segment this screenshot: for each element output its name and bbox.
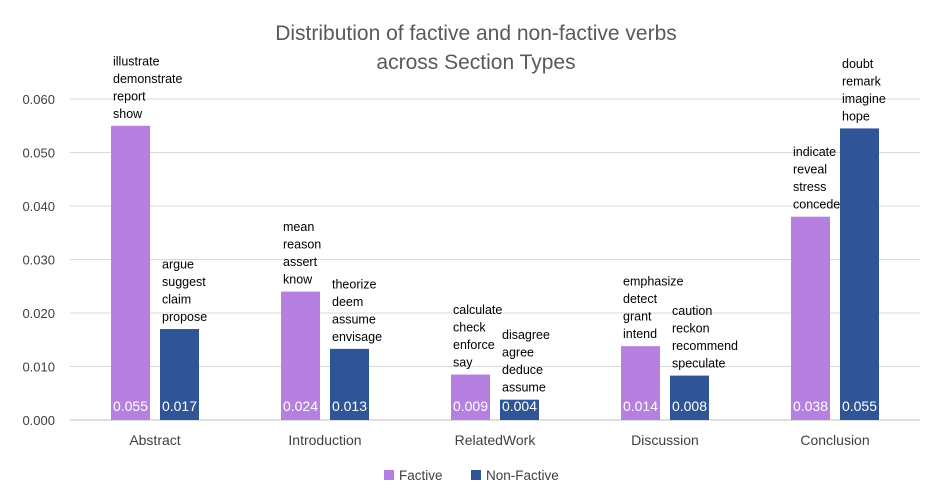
- verb-label: imagine: [842, 92, 886, 106]
- verb-label: propose: [162, 310, 207, 324]
- verb-label: enforce: [453, 338, 495, 352]
- verb-label: reckon: [672, 322, 710, 336]
- bar-factive: [621, 346, 660, 420]
- y-tick-label: 0.040: [22, 199, 55, 214]
- verb-label: speculate: [672, 357, 726, 371]
- bar-factive: [111, 125, 150, 420]
- data-label: 0.017: [162, 398, 197, 414]
- verb-label: concede: [793, 198, 840, 212]
- bar-factive: [451, 374, 490, 420]
- data-label: 0.014: [623, 398, 658, 414]
- verb-label: calculate: [453, 303, 502, 317]
- verb-label: assert: [283, 255, 318, 269]
- verb-label: suggest: [162, 275, 206, 289]
- y-axis-ticks: 0.000 0.010 0.020 0.030 0.040 0.050 0.060: [22, 92, 55, 428]
- chart-title-line-1: Distribution of factive and non-factive …: [275, 22, 677, 45]
- legend-label-non-factive: Non-Factive: [486, 468, 559, 483]
- y-tick-label: 0.010: [22, 360, 55, 375]
- verb-label: reveal: [793, 163, 827, 177]
- legend: Factive Non-Factive: [384, 468, 559, 483]
- x-axis-categories: Abstract Introduction RelatedWork Discussio…: [129, 432, 869, 448]
- verb-label: claim: [162, 293, 191, 307]
- x-category-label: RelatedWork: [455, 432, 537, 448]
- data-label: 0.008: [672, 398, 707, 414]
- verb-label: illustrate: [113, 54, 160, 68]
- bar-factive: [791, 216, 830, 420]
- x-category-label: Introduction: [288, 432, 361, 448]
- verb-label: argue: [162, 258, 194, 272]
- verb-label: assume: [502, 381, 546, 395]
- chart-title: Distribution of factive and non-factive …: [275, 22, 677, 74]
- verb-label: check: [453, 321, 486, 335]
- verb-label: know: [283, 273, 313, 287]
- verb-label: caution: [672, 304, 712, 318]
- verb-label: remark: [842, 74, 882, 88]
- y-tick-label: 0.000: [22, 413, 55, 428]
- data-label: 0.055: [113, 398, 148, 414]
- verb-annotations: illustrate demonstrate report show argue sugg…: [113, 54, 886, 394]
- y-tick-label: 0.050: [22, 146, 55, 161]
- verb-label: deem: [332, 295, 363, 309]
- verb-label: assume: [332, 312, 376, 326]
- bar-factive: [281, 291, 320, 420]
- verb-label: envisage: [332, 330, 382, 344]
- bar-non-factive: [160, 329, 199, 420]
- data-label: 0.009: [453, 398, 488, 414]
- x-category-label: Discussion: [631, 432, 699, 448]
- verb-label: agree: [502, 346, 534, 360]
- legend-label-factive: Factive: [399, 468, 443, 483]
- verb-label: report: [113, 89, 146, 103]
- verb-label: reason: [283, 238, 321, 252]
- x-category-label: Conclusion: [800, 432, 869, 448]
- data-label: 0.004: [502, 398, 537, 414]
- legend-swatch-factive: [384, 470, 394, 480]
- y-tick-label: 0.060: [22, 92, 55, 107]
- verb-label: demonstrate: [113, 72, 183, 86]
- verb-label: recommend: [672, 339, 738, 353]
- y-tick-label: 0.030: [22, 253, 55, 268]
- verb-label: deduce: [502, 363, 543, 377]
- data-label: 0.038: [793, 398, 828, 414]
- verb-label: theorize: [332, 277, 377, 291]
- verb-label: show: [113, 107, 143, 121]
- verb-label: indicate: [793, 145, 836, 159]
- data-labels: 0.055 0.017 0.024 0.013 0.009 0.004 0.014 0.008…: [113, 398, 877, 414]
- verb-label: doubt: [842, 57, 874, 71]
- bars: [111, 125, 879, 421]
- data-label: 0.013: [332, 398, 367, 414]
- bar-non-factive: [500, 399, 539, 420]
- y-tick-label: 0.020: [22, 306, 55, 321]
- data-label: 0.024: [283, 398, 318, 414]
- x-category-label: Abstract: [129, 432, 180, 448]
- verb-label: stress: [793, 180, 826, 194]
- data-label: 0.055: [842, 398, 877, 414]
- bar-non-factive: [330, 348, 369, 420]
- legend-swatch-non-factive: [471, 470, 481, 480]
- verb-label: detect: [623, 292, 658, 306]
- verb-label: mean: [283, 220, 314, 234]
- verb-label: say: [453, 356, 473, 370]
- chart-title-line-2: across Section Types: [376, 51, 575, 74]
- verb-label: intend: [623, 327, 657, 341]
- verb-label: emphasize: [623, 275, 683, 289]
- bar-non-factive: [840, 128, 879, 421]
- verb-label: hope: [842, 109, 870, 123]
- gridlines: [70, 98, 920, 421]
- verb-label: grant: [623, 310, 652, 324]
- verb-label: disagree: [502, 328, 550, 342]
- bar-non-factive: [670, 375, 709, 420]
